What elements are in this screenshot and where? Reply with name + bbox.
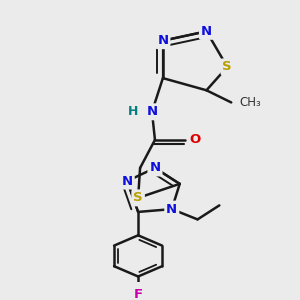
Text: S: S: [133, 191, 143, 204]
Text: S: S: [223, 60, 232, 74]
Text: N: N: [201, 25, 212, 38]
Text: H: H: [128, 105, 138, 118]
Text: N: N: [157, 34, 168, 47]
Text: O: O: [190, 134, 201, 146]
Text: N: N: [146, 105, 158, 118]
Text: N: N: [166, 202, 177, 216]
Text: N: N: [149, 161, 161, 174]
Text: CH₃: CH₃: [239, 96, 261, 109]
Text: N: N: [122, 175, 133, 188]
Text: F: F: [134, 288, 143, 300]
